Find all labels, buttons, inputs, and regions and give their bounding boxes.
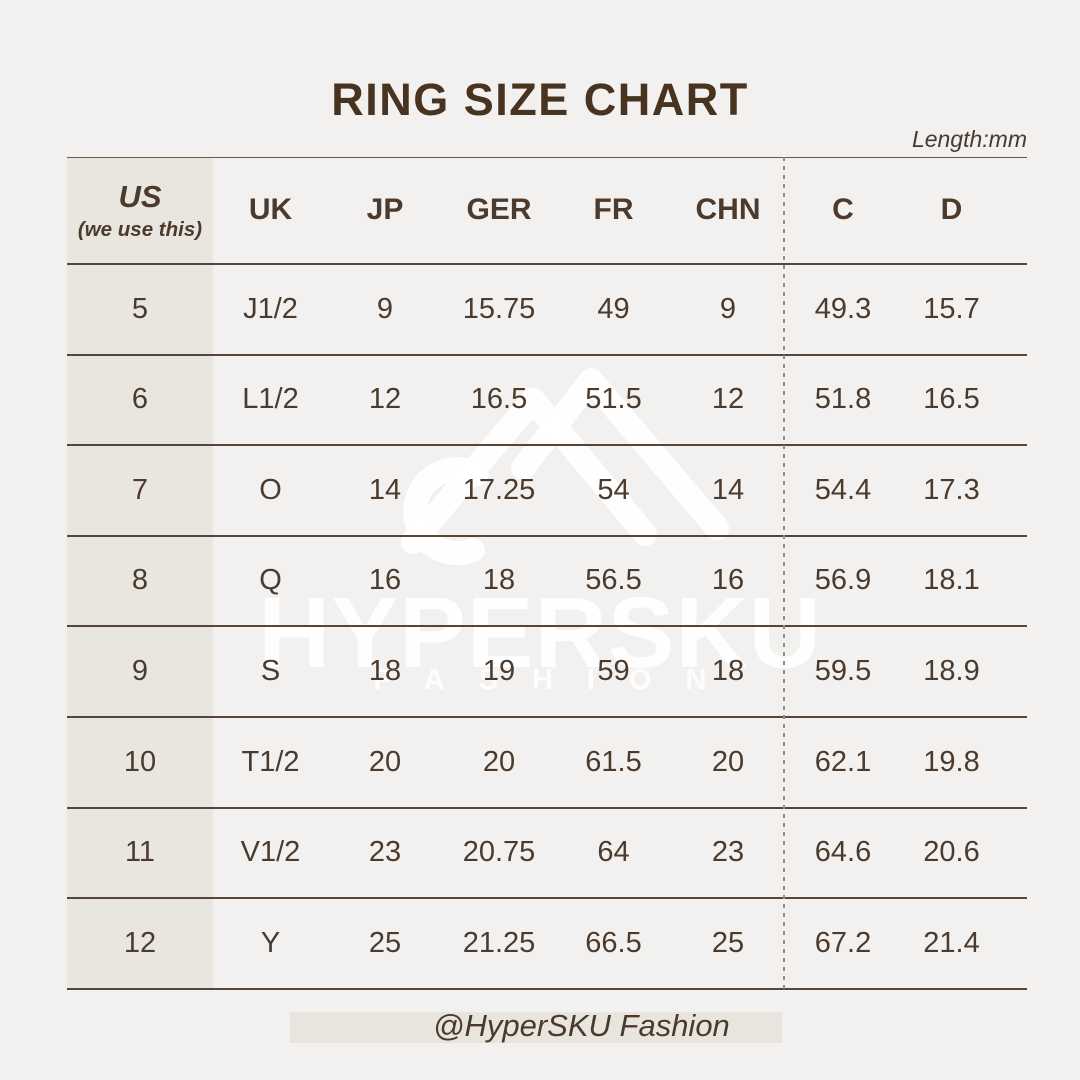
column-header-us: US (we use this) xyxy=(67,158,213,263)
cell-uk: Y xyxy=(260,926,281,959)
table-row: 12 Y 25 21.25 66.5 25 67.2 21.4 xyxy=(67,899,1027,990)
table-row: 9 S 18 19 59 18 59.5 18.9 xyxy=(67,627,1027,718)
cell-d: 18.9 xyxy=(923,655,980,687)
cell-ger: 18 xyxy=(482,564,516,597)
cell-jp: 14 xyxy=(368,473,402,506)
cell-d: 16.5 xyxy=(923,383,980,416)
table-row: 5 J1/2 9 15.75 49 9 49.3 15.7 xyxy=(67,265,1027,356)
cell-c: 56.9 xyxy=(814,564,872,597)
cell-jp: 25 xyxy=(368,926,402,959)
cell-fr: 49 xyxy=(597,292,630,325)
cell-chn: 23 xyxy=(711,836,745,869)
cell-us: 10 xyxy=(67,717,213,807)
column-header-chn: CHN xyxy=(695,193,761,227)
cell-chn: 14 xyxy=(711,473,745,506)
cell-us: 11 xyxy=(67,808,213,898)
column-header-d: D xyxy=(940,193,963,227)
table-row: 8 Q 16 18 56.5 16 56.9 18.1 xyxy=(67,536,1027,628)
cell-us: 6 xyxy=(67,355,213,445)
cell-c: 67.2 xyxy=(814,926,872,959)
cell-ger: 19 xyxy=(482,655,516,687)
cell-d: 21.4 xyxy=(923,926,980,959)
cell-ger: 16.5 xyxy=(470,383,528,416)
column-header-us-label: US xyxy=(118,179,162,215)
cell-us: 12 xyxy=(67,899,213,988)
cell-uk: T1/2 xyxy=(241,745,300,778)
cell-uk: O xyxy=(259,473,282,506)
cell-jp: 16 xyxy=(368,564,402,597)
cell-fr: 61.5 xyxy=(585,745,642,778)
cell-fr: 59 xyxy=(597,655,630,687)
cell-us: 8 xyxy=(67,536,213,626)
table-row: 10 T1/2 20 20 61.5 20 62.1 19.8 xyxy=(67,717,1027,809)
cell-c: 49.3 xyxy=(814,292,872,325)
footer-highlight-band xyxy=(290,1012,782,1043)
cell-ger: 21.25 xyxy=(462,926,536,959)
cell-jp: 23 xyxy=(368,836,402,869)
table-row: 7 O 14 17.25 54 14 54.4 17.3 xyxy=(67,446,1027,537)
cell-d: 20.6 xyxy=(923,836,980,869)
column-header-fr: FR xyxy=(593,193,634,227)
cell-fr: 64 xyxy=(597,836,630,869)
table-row: 11 V1/2 23 20.75 64 23 64.6 20.6 xyxy=(67,808,1027,900)
cell-jp: 20 xyxy=(368,745,402,778)
footer-brand-handle: @HyperSKU Fashion xyxy=(433,1008,730,1043)
column-header-uk: UK xyxy=(248,193,293,227)
page-title: RING SIZE CHART xyxy=(331,74,749,125)
cell-jp: 12 xyxy=(368,383,402,416)
cell-c: 59.5 xyxy=(814,655,872,687)
column-header-c: C xyxy=(832,193,854,227)
cell-uk: V1/2 xyxy=(240,836,301,869)
cell-d: 19.8 xyxy=(923,745,980,778)
cell-chn: 20 xyxy=(711,745,745,778)
cell-chn: 12 xyxy=(711,383,745,416)
cell-us: 5 xyxy=(67,265,213,354)
cell-ger: 20.75 xyxy=(462,836,536,869)
cell-d: 15.7 xyxy=(923,292,980,325)
cell-fr: 56.5 xyxy=(585,564,642,597)
cell-uk: J1/2 xyxy=(243,292,298,325)
column-header-ger: GER xyxy=(466,193,532,227)
cell-c: 51.8 xyxy=(814,383,872,416)
cell-chn: 16 xyxy=(711,564,745,597)
cell-c: 64.6 xyxy=(814,836,872,869)
cell-us: 7 xyxy=(67,446,213,535)
cell-fr: 51.5 xyxy=(585,383,642,416)
cell-ger: 15.75 xyxy=(462,292,536,325)
cell-ger: 20 xyxy=(482,745,516,778)
cell-uk: S xyxy=(260,655,281,687)
cell-c: 62.1 xyxy=(814,745,872,778)
cell-chn: 18 xyxy=(711,655,745,687)
cell-c: 54.4 xyxy=(814,473,872,506)
cell-jp: 18 xyxy=(368,655,402,687)
cell-uk: L1/2 xyxy=(242,383,299,416)
cell-chn: 9 xyxy=(719,292,737,325)
cell-d: 17.3 xyxy=(923,473,980,506)
table-body: 5 J1/2 9 15.75 49 9 49.3 15.7 6 L1/2 12 16.5 51.5 12 5… xyxy=(67,265,1027,990)
table-row: 6 L1/2 12 16.5 51.5 12 51.8 16.5 xyxy=(67,355,1027,447)
column-header-us-note: (we use this) xyxy=(77,218,203,242)
cell-d: 18.1 xyxy=(923,564,980,597)
cell-us: 9 xyxy=(67,627,213,716)
cell-ger: 17.25 xyxy=(462,473,536,506)
cell-fr: 54 xyxy=(597,473,630,506)
cell-jp: 9 xyxy=(376,292,394,325)
table-header-row: US (we use this) UK JP GER FR CHN C D xyxy=(67,157,1027,265)
cell-uk: Q xyxy=(259,564,282,597)
cell-fr: 66.5 xyxy=(585,926,642,959)
unit-label: Length:mm xyxy=(911,126,1027,152)
column-header-jp: JP xyxy=(366,193,404,227)
cell-chn: 25 xyxy=(711,926,745,959)
dashed-column-divider xyxy=(783,157,785,990)
